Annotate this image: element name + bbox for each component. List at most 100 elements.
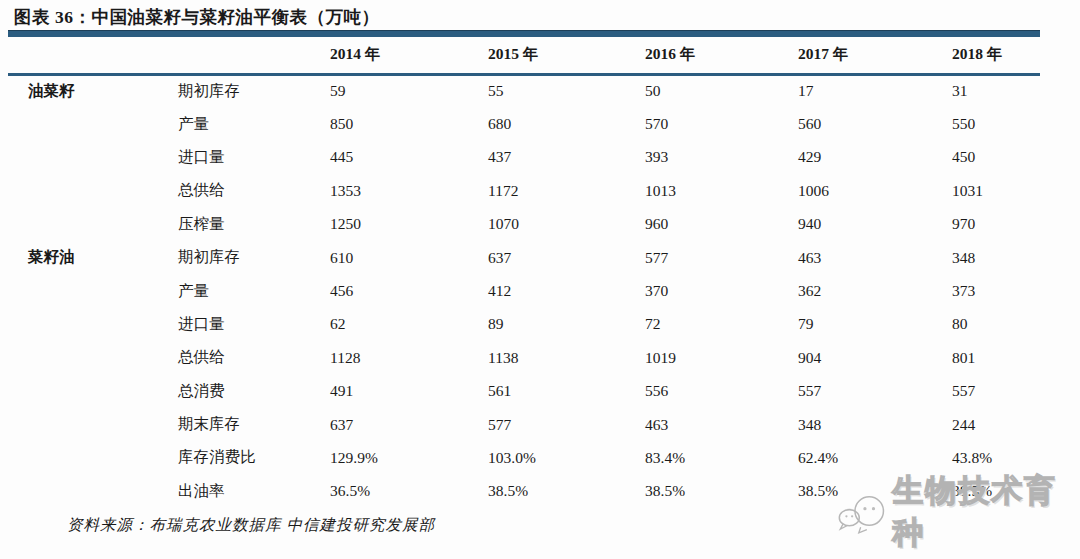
group-label (8, 174, 178, 207)
value-cell: 370 (645, 274, 798, 307)
group-label (8, 141, 178, 174)
row-label: 压榨量 (178, 208, 330, 241)
row-label: 总消费 (178, 375, 330, 408)
row-label: 总供给 (178, 341, 330, 374)
value-cell: 577 (488, 408, 645, 441)
value-cell: 429 (798, 141, 952, 174)
row-label: 期初库存 (178, 74, 330, 107)
value-cell: 610 (330, 241, 488, 274)
value-cell: 55 (488, 74, 645, 107)
group-header-blank (8, 37, 178, 74)
table-row: 菜籽油期初库存610637577463348 (8, 241, 1040, 274)
value-cell: 550 (952, 107, 1040, 140)
value-cell: 940 (798, 208, 952, 241)
value-cell: 970 (952, 208, 1040, 241)
group-label (8, 375, 178, 408)
value-cell: 570 (645, 107, 798, 140)
value-cell: 129.9% (330, 441, 488, 474)
value-cell: 437 (488, 141, 645, 174)
value-cell: 348 (798, 408, 952, 441)
table-row: 总消费491561556557557 (8, 375, 1040, 408)
value-cell: 445 (330, 141, 488, 174)
row-label: 总供给 (178, 174, 330, 207)
value-cell: 62.4% (798, 441, 952, 474)
value-cell: 960 (645, 208, 798, 241)
value-cell: 557 (952, 375, 1040, 408)
value-cell: 463 (645, 408, 798, 441)
row-label: 期初库存 (178, 241, 330, 274)
group-label (8, 308, 178, 341)
balance-table: 2014 年2015 年2016 年2017 年2018 年 油菜籽期初库存59… (8, 37, 1040, 508)
year-header: 2018 年 (952, 37, 1040, 74)
value-cell: 1250 (330, 208, 488, 241)
value-cell: 637 (488, 241, 645, 274)
value-cell: 1070 (488, 208, 645, 241)
value-cell: 680 (488, 107, 645, 140)
row-label: 期末库存 (178, 408, 330, 441)
value-cell: 79 (798, 308, 952, 341)
value-cell: 244 (952, 408, 1040, 441)
table-row: 总供给112811381019904801 (8, 341, 1040, 374)
value-cell: 463 (798, 241, 952, 274)
value-cell: 1353 (330, 174, 488, 207)
year-header: 2015 年 (488, 37, 645, 74)
value-cell: 38.5% (488, 475, 645, 508)
group-label (8, 441, 178, 474)
value-cell: 38.5% (952, 475, 1040, 508)
value-cell: 103.0% (488, 441, 645, 474)
table-row: 总供给13531172101310061031 (8, 174, 1040, 207)
value-cell: 1019 (645, 341, 798, 374)
value-cell: 62 (330, 308, 488, 341)
value-cell: 31 (952, 74, 1040, 107)
table-row: 进口量6289727980 (8, 308, 1040, 341)
value-cell: 36.5% (330, 475, 488, 508)
value-cell: 373 (952, 274, 1040, 307)
value-cell: 412 (488, 274, 645, 307)
value-cell: 38.5% (645, 475, 798, 508)
value-cell: 491 (330, 375, 488, 408)
value-cell: 577 (645, 241, 798, 274)
value-cell: 59 (330, 74, 488, 107)
value-cell: 393 (645, 141, 798, 174)
value-cell: 348 (952, 241, 1040, 274)
row-label: 产量 (178, 107, 330, 140)
table-row: 期末库存637577463348244 (8, 408, 1040, 441)
source-note: 资料来源：布瑞克农业数据库 中信建投研究发展部 (67, 515, 1080, 536)
exhibit-title: 图表 36：中国油菜籽与菜籽油平衡表（万吨） (14, 4, 1080, 30)
table-row: 进口量445437393429450 (8, 141, 1040, 174)
value-cell: 72 (645, 308, 798, 341)
table-row: 库存消费比129.9%103.0%83.4%62.4%43.8% (8, 441, 1040, 474)
value-cell: 556 (645, 375, 798, 408)
value-cell: 561 (488, 375, 645, 408)
value-cell: 38.5% (798, 475, 952, 508)
value-cell: 557 (798, 375, 952, 408)
table-row: 产量456412370362373 (8, 274, 1040, 307)
year-header-row: 2014 年2015 年2016 年2017 年2018 年 (8, 37, 1040, 74)
value-cell: 801 (952, 341, 1040, 374)
value-cell: 50 (645, 74, 798, 107)
year-header: 2016 年 (645, 37, 798, 74)
value-cell: 456 (330, 274, 488, 307)
group-label (8, 408, 178, 441)
group-label: 菜籽油 (8, 241, 178, 274)
value-cell: 637 (330, 408, 488, 441)
row-label: 产量 (178, 274, 330, 307)
title-accent-bar (8, 30, 1040, 37)
value-cell: 1031 (952, 174, 1040, 207)
value-cell: 83.4% (645, 441, 798, 474)
value-cell: 89 (488, 308, 645, 341)
group-label (8, 274, 178, 307)
group-label (8, 341, 178, 374)
value-cell: 43.8% (952, 441, 1040, 474)
value-cell: 1172 (488, 174, 645, 207)
group-label: 油菜籽 (8, 74, 178, 107)
group-label (8, 208, 178, 241)
group-label (8, 107, 178, 140)
table-row: 产量850680570560550 (8, 107, 1040, 140)
table-row: 油菜籽期初库存5955501731 (8, 74, 1040, 107)
group-label (8, 475, 178, 508)
value-cell: 80 (952, 308, 1040, 341)
value-cell: 362 (798, 274, 952, 307)
row-label: 出油率 (178, 475, 330, 508)
row-label: 库存消费比 (178, 441, 330, 474)
